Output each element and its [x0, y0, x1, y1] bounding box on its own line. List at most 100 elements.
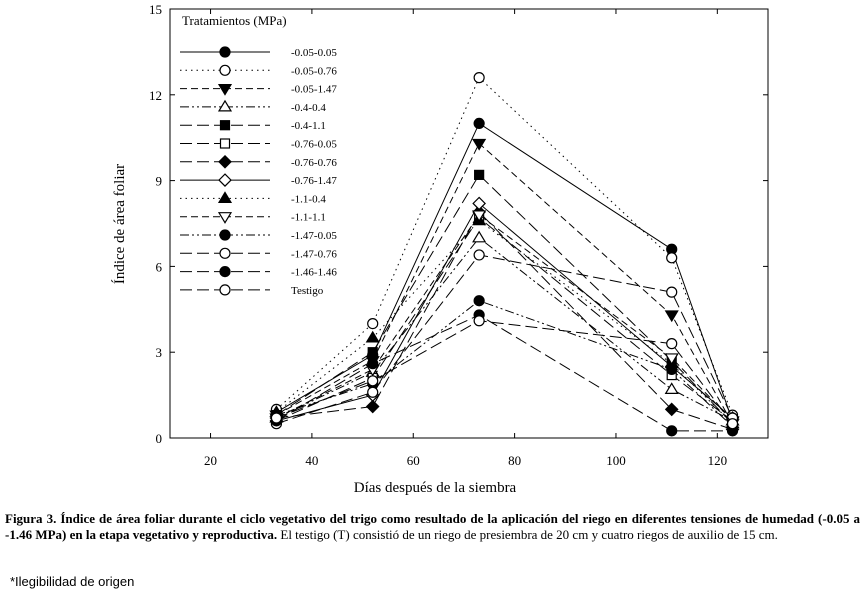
figure-caption: Figura 3. Índice de área foliar durante …	[5, 511, 860, 543]
legend-label: -0.4-1.1	[291, 120, 326, 132]
data-point	[666, 286, 678, 298]
series-Testigo	[270, 315, 739, 430]
legend-item: -1.47-0.05	[180, 229, 337, 242]
series-line	[276, 217, 733, 422]
series-line	[276, 211, 733, 430]
legend-item: -0.4-1.1	[180, 120, 326, 132]
legend-item: -0.76-0.05	[180, 138, 337, 151]
legend-item: -0.05-0.76	[180, 64, 337, 77]
x-tick-label: 60	[407, 453, 420, 468]
leaf-area-index-chart: 0 3 6 9 12 15 20 40 60 80 100 120 Índice de área f…	[111, 2, 769, 496]
legend-marker	[219, 138, 231, 149]
plot-frame	[169, 8, 769, 439]
data-point	[664, 382, 679, 394]
legend-marker	[219, 284, 231, 296]
legend-label: -0.4-0.4	[291, 102, 326, 114]
legend-marker	[219, 46, 231, 58]
y-axis-ticks: 0 3 6 9 12 15	[149, 2, 768, 446]
data-point	[473, 249, 485, 261]
data-point	[474, 169, 485, 180]
legend-marker	[219, 120, 231, 131]
series--0.76-0.76	[269, 205, 740, 437]
data-point	[472, 230, 487, 243]
series-line	[276, 174, 733, 425]
legend-item: -1.47-0.76	[180, 247, 337, 260]
x-axis-ticks: 20 40 60 80 100 120	[204, 9, 727, 468]
legend-label: -0.05-1.47	[291, 84, 337, 96]
x-tick-label: 40	[305, 453, 318, 468]
x-axis-title: Días después de la siembra	[354, 480, 517, 496]
data-point	[664, 353, 679, 366]
data-point	[367, 347, 378, 358]
data-point	[473, 72, 485, 84]
legend-marker	[219, 64, 231, 76]
data-point	[365, 399, 380, 414]
data-point	[473, 315, 485, 327]
series-line	[276, 76, 733, 416]
y-tick-label: 12	[149, 88, 162, 103]
data-point	[472, 210, 487, 223]
legend-item: -1.1-0.4	[180, 191, 326, 205]
footnote: *Ilegibilidad de origen	[10, 574, 135, 589]
data-point	[365, 330, 380, 343]
series-line	[276, 214, 733, 422]
legend-marker	[219, 266, 231, 278]
series--1.47-0.76	[270, 249, 739, 430]
data-point	[367, 386, 379, 398]
legend: Tratamientos (MPa) -0.05-0.05 -0.05-0.76 -…	[180, 13, 337, 297]
legend-marker	[217, 191, 233, 203]
y-tick-label: 6	[156, 259, 163, 274]
legend-item: -0.05-0.05	[180, 46, 337, 59]
series-line	[276, 202, 733, 422]
data-point	[664, 310, 679, 323]
y-tick-label: 9	[156, 174, 163, 189]
legend-item: -1.46-1.46	[180, 266, 337, 279]
data-point	[270, 412, 283, 424]
series-line	[276, 142, 733, 424]
x-tick-label: 100	[606, 453, 626, 468]
legend-item: -0.05-1.47	[180, 84, 337, 96]
legend-marker	[218, 173, 232, 187]
legend-marker	[217, 212, 233, 224]
series-line	[276, 254, 733, 425]
legend-item: -1.1-1.1	[180, 212, 326, 224]
x-tick-label: 80	[508, 453, 521, 468]
series--0.4-1.1	[271, 169, 738, 429]
series-line	[276, 237, 733, 422]
data-point	[367, 358, 379, 370]
legend-label: -1.47-0.76	[291, 248, 337, 260]
legend-label: -0.76-0.76	[291, 157, 337, 169]
series-layer	[269, 72, 740, 437]
data-point	[367, 318, 379, 330]
x-tick-label: 120	[708, 453, 728, 468]
legend-label: -1.1-0.4	[291, 193, 326, 205]
y-tick-label: 15	[149, 2, 162, 17]
legend-marker	[217, 99, 233, 112]
data-point	[666, 338, 678, 350]
legend-item: -0.4-0.4	[180, 99, 326, 114]
caption-bold-text: Índice de área foliar durante el ciclo v…	[5, 511, 860, 542]
data-point	[666, 252, 678, 264]
legend-label: -0.76-1.47	[291, 175, 337, 187]
legend-label: -1.46-1.46	[291, 267, 337, 279]
legend-label: -1.1-1.1	[291, 212, 326, 224]
caption-text: El testigo (T) consistió de un riego de …	[277, 527, 778, 542]
legend-marker	[218, 154, 232, 169]
legend-item: Testigo	[180, 284, 324, 297]
caption-label: Figura 3.	[5, 511, 57, 526]
series-line	[276, 320, 733, 425]
legend-label: -0.05-0.76	[291, 65, 337, 77]
legend-item: -0.76-0.76	[180, 154, 337, 169]
x-tick-label: 20	[204, 453, 217, 468]
y-tick-label: 3	[156, 345, 163, 360]
legend-label: Testigo	[291, 285, 324, 297]
data-point	[666, 425, 678, 437]
legend-label: -0.05-0.05	[291, 47, 337, 59]
legend-marker	[219, 229, 231, 241]
legend-item: -0.76-1.47	[180, 173, 337, 187]
data-point	[726, 418, 739, 430]
data-point	[473, 295, 485, 307]
legend-marker	[217, 83, 233, 96]
legend-label: -1.47-0.05	[291, 230, 337, 242]
y-tick-label: 0	[156, 431, 163, 446]
